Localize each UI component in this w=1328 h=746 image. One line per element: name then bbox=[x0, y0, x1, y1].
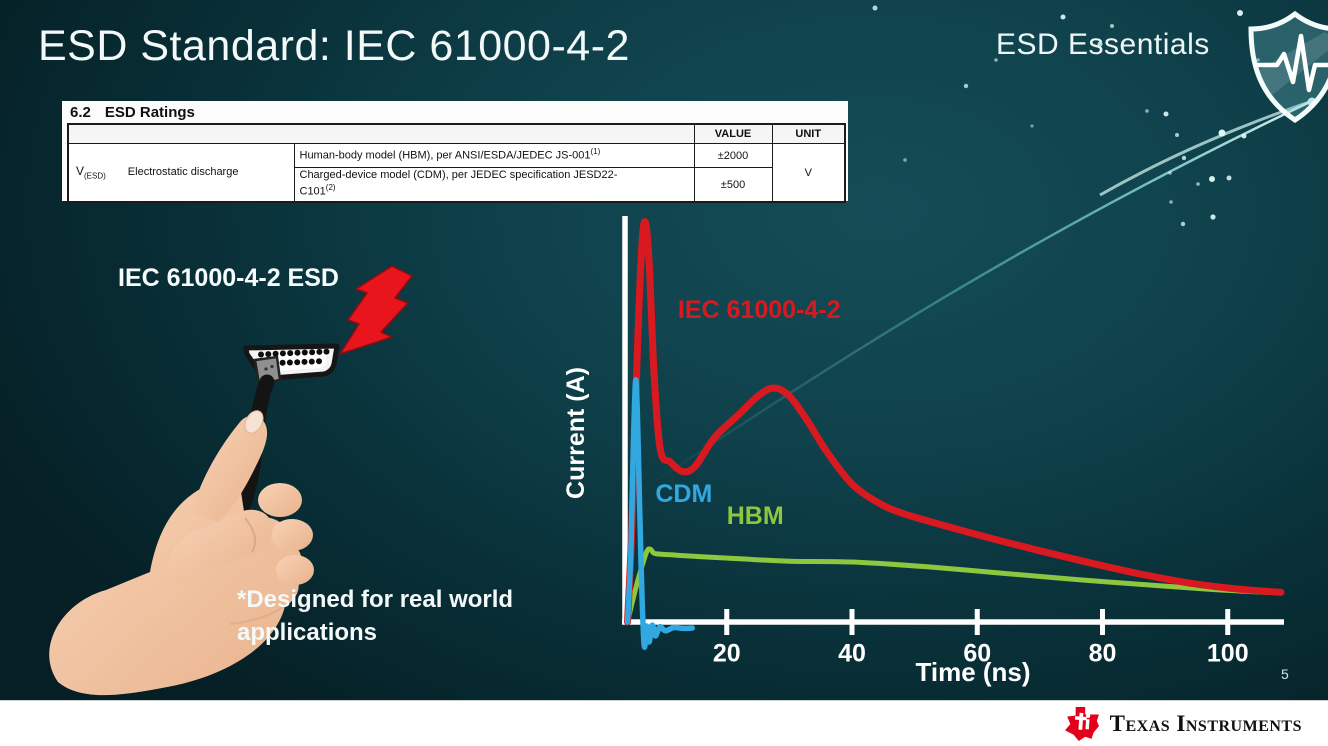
footnote: *Designed for real world applications bbox=[237, 583, 513, 649]
footnote-line1: *Designed for real world bbox=[237, 586, 514, 613]
section-number: 6.2 bbox=[70, 104, 91, 121]
comet-streak bbox=[647, 99, 1313, 488]
star-dot bbox=[1209, 176, 1215, 182]
shield-highlight bbox=[1255, 32, 1328, 96]
star-dot bbox=[1168, 171, 1172, 175]
x-tick-label: 60 bbox=[963, 640, 991, 668]
hand-connector-illustration bbox=[49, 265, 413, 696]
section-name: ESD Ratings bbox=[104, 104, 195, 121]
star-dot bbox=[1218, 129, 1226, 137]
series-label: HBM bbox=[727, 502, 784, 530]
header-empty-cell bbox=[67, 123, 695, 144]
star-dot bbox=[872, 5, 878, 11]
hbm-value: ±2000 bbox=[693, 143, 773, 168]
page-number: 5 bbox=[1281, 666, 1289, 682]
footer-bar: Texas Instruments bbox=[0, 700, 1328, 746]
cdm-value: ±500 bbox=[693, 167, 773, 203]
x-axis-title: Time (ns) bbox=[915, 657, 1030, 687]
esd-current-waveform-chart: 20 40 60 80 100 Time (ns) Current (A) HBM IEC 61… bbox=[562, 216, 1285, 687]
waveform-cdm bbox=[624, 377, 696, 650]
illustration-label: IEC 61000-4-2 ESD bbox=[118, 264, 339, 292]
hbm-description: Human-body model (HBM), per ANSI/ESDA/JE… bbox=[293, 143, 695, 168]
hand-graphic bbox=[49, 410, 314, 696]
esd-ratings-datasheet-panel: 6.2 ESD Ratings VALUE UNIT V(ESD) Electro… bbox=[62, 101, 848, 203]
unit-cell: V bbox=[771, 143, 846, 203]
parameter-cell: V(ESD) Electrostatic discharge bbox=[67, 143, 295, 203]
parameter-name: Electrostatic discharge bbox=[127, 166, 239, 179]
x-tick-label: 40 bbox=[838, 640, 866, 668]
parameter-symbol: V(ESD) bbox=[76, 164, 106, 181]
star-dot bbox=[1145, 109, 1149, 113]
page-title: ESD Standard: IEC 61000-4-2 bbox=[38, 22, 630, 70]
star-dot bbox=[1110, 24, 1114, 28]
finger-crease bbox=[244, 517, 257, 553]
pulse-ecg-icon bbox=[1254, 33, 1328, 93]
x-tick-label: 20 bbox=[713, 640, 741, 668]
series-label: IEC 61000-4-2 bbox=[678, 296, 841, 324]
star-dot bbox=[1196, 182, 1200, 186]
star-dot bbox=[1256, 58, 1260, 62]
star-dot bbox=[1180, 221, 1186, 227]
table-row: V(ESD) Electrostatic discharge Human-bod… bbox=[67, 143, 846, 203]
esd-ratings-table: VALUE UNIT V(ESD) Electrostatic discharg… bbox=[67, 123, 846, 203]
ti-logo-icon bbox=[1064, 706, 1099, 741]
star-dot bbox=[1175, 133, 1179, 137]
star-dot bbox=[1163, 111, 1169, 117]
star-dot bbox=[1210, 214, 1216, 220]
star-dot bbox=[1237, 10, 1243, 16]
header-value: VALUE bbox=[693, 123, 773, 144]
curled-finger bbox=[271, 519, 313, 551]
star-dot bbox=[1060, 14, 1066, 20]
lightning-bolt-icon bbox=[339, 265, 413, 355]
fingernail bbox=[244, 410, 264, 434]
star-dot bbox=[963, 83, 969, 89]
ratings-section-title: 6.2 ESD Ratings bbox=[70, 104, 843, 121]
star-dot bbox=[994, 58, 998, 62]
ti-wordmark: Texas Instruments bbox=[1109, 710, 1302, 736]
star-dot bbox=[1241, 133, 1247, 139]
star-dot bbox=[1181, 155, 1187, 161]
hdmi-connector-graphic bbox=[243, 343, 340, 386]
series-label: CDM bbox=[655, 480, 712, 508]
star-dot bbox=[1169, 200, 1173, 204]
table-header-row: VALUE UNIT bbox=[67, 123, 846, 144]
background-streaks bbox=[647, 5, 1317, 488]
waveform-iec-61000-4-2 bbox=[624, 218, 1285, 626]
thumb bbox=[168, 509, 273, 585]
star-dot bbox=[1097, 41, 1103, 47]
x-tick-label: 100 bbox=[1207, 640, 1249, 668]
star-dot bbox=[1030, 124, 1034, 128]
waveform-hbm bbox=[625, 546, 1284, 625]
curled-finger bbox=[258, 483, 302, 517]
star-dot bbox=[903, 158, 907, 162]
header-unit: UNIT bbox=[771, 123, 846, 144]
plug-dot bbox=[264, 367, 268, 371]
x-tick-label: 80 bbox=[1089, 640, 1117, 668]
cdm-description: Charged-device model (CDM), per JEDEC sp… bbox=[293, 167, 695, 203]
footnote-line2: applications bbox=[237, 619, 378, 646]
star-dots bbox=[872, 5, 1317, 227]
index-finger bbox=[192, 415, 268, 522]
curled-finger bbox=[276, 555, 314, 585]
series-brand-label: ESD Essentials bbox=[996, 28, 1210, 61]
y-axis-title: Current (A) bbox=[562, 367, 590, 499]
esd-essentials-shield-icon bbox=[1248, 10, 1328, 124]
star-dot bbox=[1226, 175, 1232, 181]
finger-crease bbox=[229, 605, 286, 625]
table-row: Charged-device model (CDM), per JEDEC sp… bbox=[68, 167, 845, 203]
plug-dot bbox=[270, 364, 274, 369]
